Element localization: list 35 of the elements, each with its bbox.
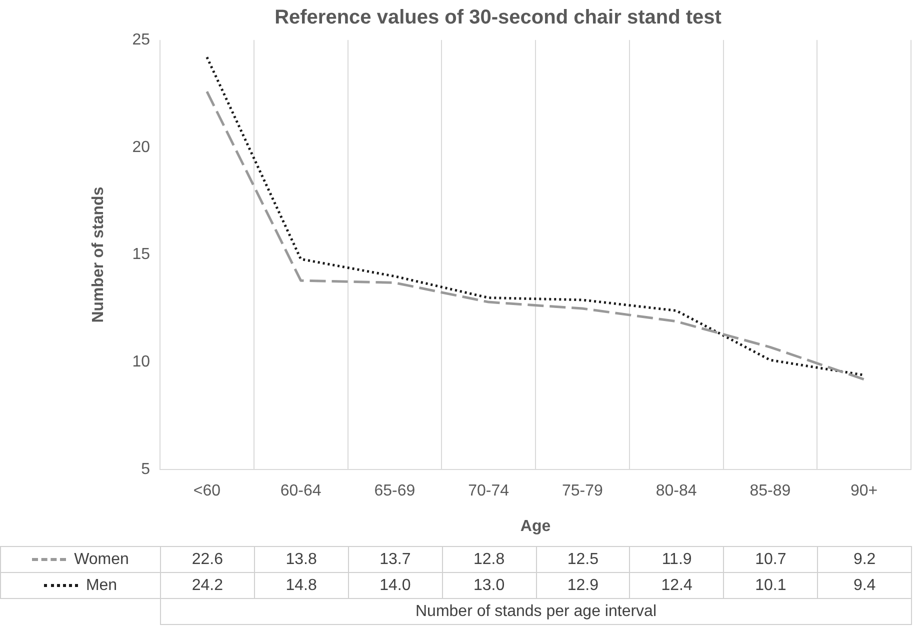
y-tick-label: 15: [132, 246, 150, 264]
y-tick-label: 25: [132, 31, 150, 48]
data-label: 14.8: [254, 572, 348, 598]
data-label: 12.5: [536, 546, 630, 572]
x-tick-label: 90+: [850, 482, 878, 500]
data-label: 14.0: [348, 572, 442, 598]
data-label: 12.4: [630, 572, 724, 598]
data-label: 13.0: [442, 572, 536, 598]
data-label: 11.9: [630, 546, 724, 572]
data-label: 10.7: [724, 546, 818, 572]
data-label: 9.4: [818, 572, 912, 598]
text: Number of stands per age interval: [160, 598, 912, 624]
y-axis-title: Number of stands: [90, 186, 108, 323]
x-tick-label: <60: [193, 482, 221, 500]
y-tick-label: 20: [132, 138, 150, 156]
data-label: 12.8: [442, 546, 536, 572]
data-label: 13.8: [254, 546, 348, 572]
y-tick-label: 10: [132, 354, 150, 371]
legend-label: Men: [86, 576, 118, 594]
x-tick-label: 85-89: [750, 482, 791, 500]
data-label: 9.2: [818, 546, 912, 572]
x-tick-label: 60-64: [280, 482, 322, 500]
legend-label: Women: [74, 550, 129, 568]
y-tick-label: 5: [141, 461, 150, 478]
x-tick-label: 65-69: [374, 482, 416, 500]
x-tick-label: 70-74: [468, 482, 510, 500]
data-label: 22.6: [160, 546, 254, 572]
data-label: 12.9: [536, 572, 630, 598]
data-label: 24.2: [160, 572, 254, 598]
data-label: 10.1: [724, 572, 818, 598]
x-axis-title: Age: [520, 518, 551, 535]
data-label: 13.7: [348, 546, 442, 572]
x-tick-label: 75-79: [562, 482, 603, 500]
chart-title: Reference values of 30-second chair stand test: [274, 6, 722, 29]
x-tick-label: 80-84: [656, 482, 697, 500]
